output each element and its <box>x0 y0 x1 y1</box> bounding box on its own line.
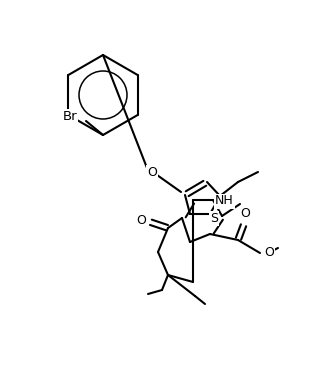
Text: O: O <box>240 207 250 220</box>
Text: O: O <box>264 247 274 259</box>
Text: NH: NH <box>215 195 234 208</box>
Text: O: O <box>147 166 157 178</box>
Text: O: O <box>264 247 274 259</box>
Text: NH: NH <box>215 195 234 208</box>
Text: O: O <box>136 215 146 227</box>
Text: S: S <box>210 212 218 224</box>
Text: O: O <box>147 166 157 178</box>
Text: O: O <box>240 207 250 220</box>
Text: Br: Br <box>62 110 77 124</box>
Text: Br: Br <box>62 110 77 124</box>
Text: O: O <box>136 215 146 227</box>
Text: S: S <box>210 212 218 224</box>
